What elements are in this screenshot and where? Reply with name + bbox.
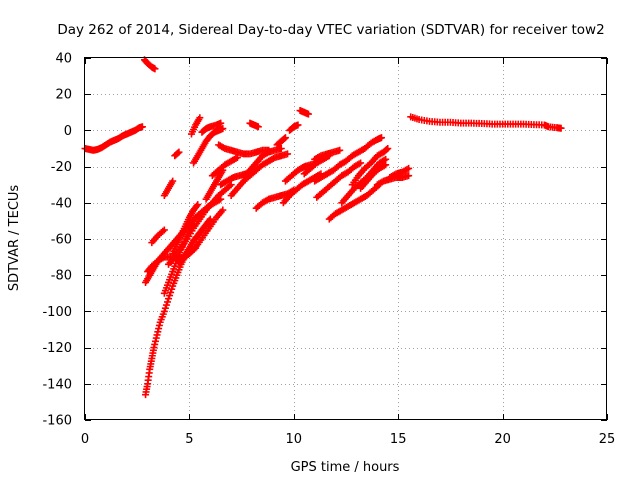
series-arc-09 <box>169 201 202 257</box>
series-arc-35 <box>348 145 392 189</box>
series-arc-31 <box>311 134 385 185</box>
data-point <box>304 110 312 118</box>
data-point <box>194 201 202 209</box>
data-point <box>405 164 413 172</box>
data-point <box>384 145 392 152</box>
data-point <box>193 202 201 210</box>
data-point <box>280 135 288 143</box>
data-point <box>336 146 344 154</box>
series-arc-24 <box>273 134 289 149</box>
data-point <box>294 121 302 129</box>
y-tick-label: -160 <box>42 414 72 429</box>
series-arc-15 <box>198 119 225 136</box>
x-axis-label: GPS time / hours <box>291 460 400 475</box>
data-point <box>382 161 390 169</box>
series-arc-23 <box>252 186 298 212</box>
series-arc-22 <box>246 119 262 131</box>
data-point <box>162 301 170 309</box>
data-point <box>196 114 204 122</box>
data-point <box>227 181 235 189</box>
series-arc-39 <box>407 113 565 132</box>
data-point <box>357 159 365 167</box>
data-point <box>219 125 227 133</box>
series-arc-06 <box>148 226 168 247</box>
series-arc-13 <box>187 114 204 138</box>
series-arc-02 <box>141 56 159 73</box>
series-arc-14 <box>190 125 227 167</box>
data-point <box>175 148 183 156</box>
y-tick-label: -60 <box>51 233 72 248</box>
data-point <box>160 226 168 234</box>
x-tick-label: 15 <box>390 432 407 447</box>
series-arc-32 <box>313 159 365 201</box>
series-arc-25 <box>286 121 302 134</box>
data-point <box>277 145 285 152</box>
series-arc-01 <box>81 123 146 154</box>
data-point <box>205 216 213 224</box>
data-point <box>166 292 174 300</box>
x-tick-label: 10 <box>286 432 303 447</box>
series-arc-30 <box>311 146 344 163</box>
data-point <box>167 288 175 296</box>
data-point <box>151 65 159 73</box>
y-tick-label: 20 <box>55 88 72 103</box>
y-tick-label: 40 <box>55 52 72 67</box>
y-tick-label: -80 <box>51 269 72 284</box>
series-arc-38 <box>386 164 413 181</box>
data-point <box>284 150 292 158</box>
x-tick-label: 20 <box>494 432 511 447</box>
y-axis-label: SDTVAR / TECUs <box>7 185 22 292</box>
series-arc-11 <box>160 177 177 200</box>
y-tick-label: 0 <box>64 124 72 139</box>
chart-title: Day 262 of 2014, Sidereal Day-to-day VTE… <box>57 22 604 38</box>
series-arc-36 <box>357 161 390 192</box>
data-point <box>557 124 565 132</box>
series-arc-08 <box>165 181 235 268</box>
data-point <box>383 145 391 153</box>
x-tick-label: 5 <box>185 432 193 447</box>
series-arc-26 <box>296 106 312 118</box>
data-point <box>254 123 262 131</box>
data-point <box>217 119 225 127</box>
data-point <box>174 149 182 157</box>
plot-frame <box>84 57 607 420</box>
y-tick-label: -40 <box>51 196 72 211</box>
x-tick-label: 0 <box>81 432 89 447</box>
data-point <box>169 177 177 185</box>
data-point <box>168 285 176 293</box>
y-tick-label: -20 <box>51 160 72 175</box>
x-tick-label: 25 <box>599 432 616 447</box>
data-point <box>377 134 385 142</box>
y-tick-label: -120 <box>42 341 72 356</box>
tick-labels: 0 5 10 15 20 25 -160 -140 -120 -100 -80 -60 -40 -20 0 2… <box>42 52 615 448</box>
y-tick-label: -100 <box>42 305 72 320</box>
data-point <box>160 307 168 315</box>
data-point <box>161 304 169 312</box>
data-point <box>281 134 289 142</box>
data-point <box>138 123 146 131</box>
series-arc-10 <box>175 206 227 267</box>
series-arc-27 <box>279 170 325 207</box>
data-points <box>81 56 565 399</box>
series-arc-12 <box>171 148 183 160</box>
data-point <box>163 298 171 306</box>
data-point <box>405 172 413 180</box>
y-tick-label: -140 <box>42 377 72 392</box>
grid-lines <box>85 58 607 420</box>
data-point <box>219 206 227 214</box>
data-point <box>165 295 173 303</box>
